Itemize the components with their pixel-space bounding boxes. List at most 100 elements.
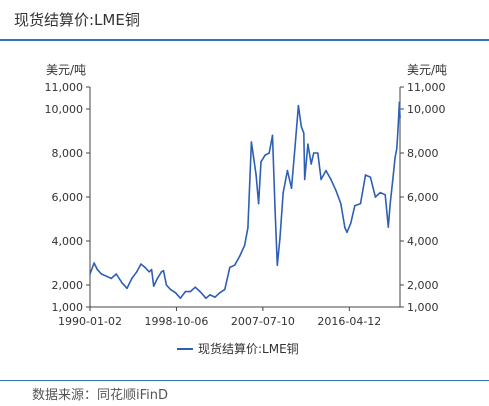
series-point [238, 255, 241, 258]
series-point [312, 152, 315, 154]
series-point [379, 191, 382, 194]
series-point [271, 134, 274, 137]
series-point [303, 178, 306, 181]
right-y-tick-label: 1,000 [407, 301, 439, 314]
series-point [398, 101, 401, 104]
series-point [369, 176, 372, 178]
right-y-tick-label: 11,000 [407, 81, 446, 94]
series-point [257, 202, 260, 205]
series-point [115, 273, 118, 275]
right-y-tick-label: 6,000 [407, 191, 439, 204]
series-point [252, 156, 255, 159]
series-point [335, 189, 337, 192]
series-point [243, 244, 246, 247]
series-point [205, 297, 207, 300]
series-point [110, 277, 113, 280]
series-point [229, 266, 231, 269]
series-point [144, 266, 146, 269]
right-y-tick-label: 4,000 [407, 235, 439, 248]
series-point [310, 163, 313, 165]
series-point [317, 152, 319, 154]
series-point [165, 284, 168, 286]
series-point [268, 152, 271, 154]
page-title: 现货结算价:LME铜 [14, 11, 140, 29]
chart-plot-area [89, 101, 401, 300]
series-point [274, 207, 276, 209]
series-point [325, 169, 327, 172]
series-point [140, 263, 142, 265]
series-point [247, 227, 249, 229]
series-point [397, 130, 399, 132]
series-point [297, 104, 300, 107]
series-point [307, 143, 309, 145]
series-point [303, 132, 305, 134]
series-point [346, 231, 348, 233]
series-point [286, 169, 289, 172]
left-y-tick-label: 4,000 [52, 235, 84, 248]
x-tick-label: 1998-10-06 [144, 315, 208, 328]
series-point [96, 268, 99, 271]
footer-divider [0, 380, 489, 381]
series-point [330, 178, 332, 181]
series-point [184, 290, 187, 293]
series-point [384, 194, 387, 196]
series-point [136, 271, 138, 273]
series-point [121, 282, 123, 284]
series-point [224, 288, 226, 291]
series-point [152, 285, 155, 287]
series-point [162, 269, 165, 272]
data-source-label: 数据来源：同花顺iFinD [32, 388, 169, 403]
chart-legend: 现货结算价:LME铜 [177, 341, 299, 356]
series-point [100, 273, 103, 275]
series-point [89, 273, 91, 275]
series-point [344, 227, 346, 229]
right-axis-unit: 美元/吨 [407, 63, 447, 77]
left-y-tick-label: 1,000 [52, 301, 84, 314]
left-y-tick-label: 6,000 [52, 191, 84, 204]
series-point [320, 178, 322, 181]
x-tick-label: 2007-07-10 [231, 315, 295, 328]
series-point [93, 262, 95, 264]
series-point [214, 296, 216, 298]
header-divider [0, 39, 489, 41]
series-point [354, 205, 356, 207]
series-point [250, 141, 253, 143]
series-point [150, 268, 153, 271]
series-point [233, 264, 236, 267]
series-point [394, 156, 396, 159]
series-point [374, 196, 377, 198]
right-y-tick-label: 8,000 [407, 147, 439, 160]
left-y-tick-label: 8,000 [52, 147, 84, 160]
series-point [290, 187, 293, 189]
series-point [174, 291, 177, 294]
series-point [396, 147, 398, 150]
series-point [194, 286, 197, 289]
series-point [399, 117, 401, 119]
left-y-tick-label: 11,000 [45, 81, 84, 94]
series-point [169, 288, 172, 291]
x-tick-label: 2016-04-12 [317, 315, 381, 328]
series-point [293, 150, 296, 152]
series-point [189, 290, 192, 293]
series-point [276, 264, 279, 267]
left-axis-unit: 美元/吨 [46, 63, 86, 77]
series-point [364, 174, 367, 176]
left-y-tick-label: 10,000 [45, 103, 84, 116]
series-point [359, 202, 362, 205]
series-point [387, 226, 390, 228]
series-point [282, 191, 285, 194]
series-point [179, 297, 182, 300]
series-point [105, 275, 108, 278]
series-point [260, 161, 262, 163]
series-point [255, 174, 257, 176]
series-point [279, 238, 281, 240]
chart-axes: 美元/吨 美元/吨 1,000 1,000 2,000 2,000 4,000 4,000 6,… [45, 63, 448, 328]
series-point [131, 277, 133, 280]
series-point [126, 287, 128, 290]
series-point [160, 271, 163, 273]
left-y-tick-label: 2,000 [52, 279, 84, 292]
series-point [209, 294, 211, 296]
series-point [199, 290, 201, 293]
series-line-lme-copper [89, 101, 401, 300]
